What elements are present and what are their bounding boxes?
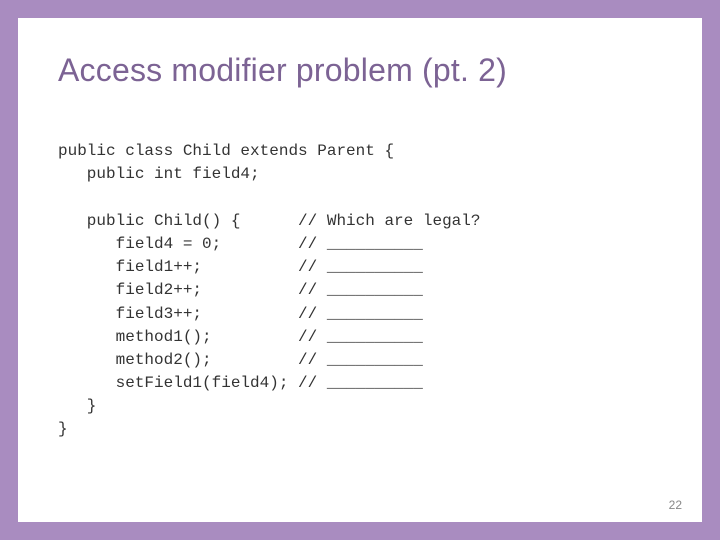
code-line: field1++; // __________ [58, 258, 423, 276]
code-line: method2(); // __________ [58, 351, 423, 369]
code-line: field3++; // __________ [58, 305, 423, 323]
code-line: setField1(field4); // __________ [58, 374, 423, 392]
code-line: } [58, 397, 96, 415]
slide-title: Access modifier problem (pt. 2) [58, 52, 662, 89]
code-line: field4 = 0; // __________ [58, 235, 423, 253]
page-number: 22 [669, 498, 682, 512]
code-line: public class Child extends Parent { [58, 142, 394, 160]
code-line: } [58, 420, 68, 438]
slide-content: Access modifier problem (pt. 2) public c… [18, 18, 702, 465]
code-block: public class Child extends Parent { publ… [58, 117, 662, 465]
code-line: method1(); // __________ [58, 328, 423, 346]
code-line: public Child() { // Which are legal? [58, 212, 480, 230]
code-line: field2++; // __________ [58, 281, 423, 299]
slide-frame: Access modifier problem (pt. 2) public c… [0, 0, 720, 540]
code-line: public int field4; [58, 165, 260, 183]
